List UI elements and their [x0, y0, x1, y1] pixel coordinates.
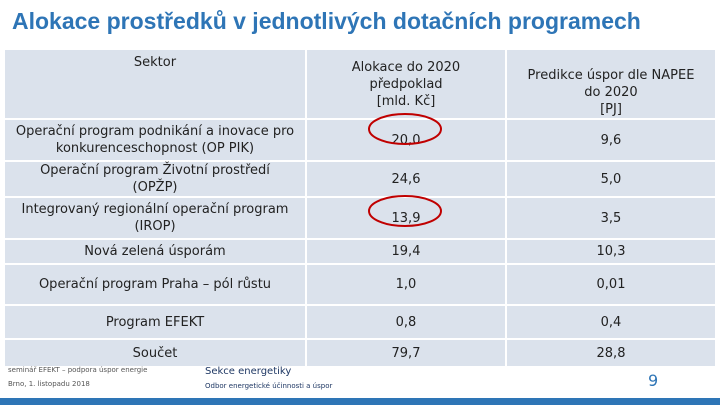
table-cell: 20,0	[305, 118, 507, 162]
footer-bar	[0, 398, 720, 405]
table-cell: Nová zelená úsporám	[3, 238, 307, 265]
table-cell: 79,7	[305, 338, 507, 368]
table-cell: 19,4	[305, 238, 507, 265]
footer-date: Brno, 1. listopadu 2018	[8, 380, 90, 388]
footer-section: Sekce energetiky	[205, 366, 292, 377]
table-row: Nová zelená úsporám 19,4 10,3	[3, 238, 717, 265]
table-row: Operační program Praha – pól růstu 1,0 0,0…	[3, 263, 717, 306]
table-cell: 0,8	[305, 304, 507, 340]
table-row: Program EFEKT 0,8 0,4	[3, 304, 717, 340]
title: Alokace prostředků v jednotlivých dotačn…	[12, 8, 641, 34]
table-cell: Součet	[3, 338, 307, 368]
table-cell: 1,0	[305, 263, 507, 306]
table-cell: Integrovaný regionální operační program …	[3, 196, 307, 240]
table-cell: 13,9	[305, 196, 507, 240]
header-cell: Alokace do 2020 předpoklad [mld. Kč]	[305, 48, 507, 120]
table-cell: 10,3	[505, 238, 717, 265]
page-number: 9	[648, 371, 659, 390]
table-row: Operační program Životní prostředí (OPŽP…	[3, 160, 717, 198]
header-cell: Predikce úspor dle NAPEE do 2020 [PJ]	[505, 48, 717, 120]
table-cell: 0,4	[505, 304, 717, 340]
table-cell: 9,6	[505, 118, 717, 162]
footer-event: seminář EFEKT – podpora úspor energie	[8, 366, 148, 374]
footer-department: Odbor energetické účinnosti a úspor	[205, 382, 333, 390]
table-cell: 0,01	[505, 263, 717, 306]
header-cell: Sektor	[3, 48, 307, 120]
table-cell: 3,5	[505, 196, 717, 240]
table-row: Součet 79,7 28,8	[3, 338, 717, 368]
table-row: Operační program podnikání a inovace pro…	[3, 118, 717, 162]
table: Sektor Alokace do 2020 předpoklad [mld. …	[3, 48, 717, 368]
table-cell: Operační program podnikání a inovace pro…	[3, 118, 307, 162]
table-row: Integrovaný regionální operační program …	[3, 196, 717, 240]
table-cell: Operační program Životní prostředí (OPŽP…	[3, 160, 307, 198]
table-cell: Operační program Praha – pól růstu	[3, 263, 307, 306]
table-cell: Program EFEKT	[3, 304, 307, 340]
table-cell: 28,8	[505, 338, 717, 368]
table-cell: 24,6	[305, 160, 507, 198]
table-cell: 5,0	[505, 160, 717, 198]
